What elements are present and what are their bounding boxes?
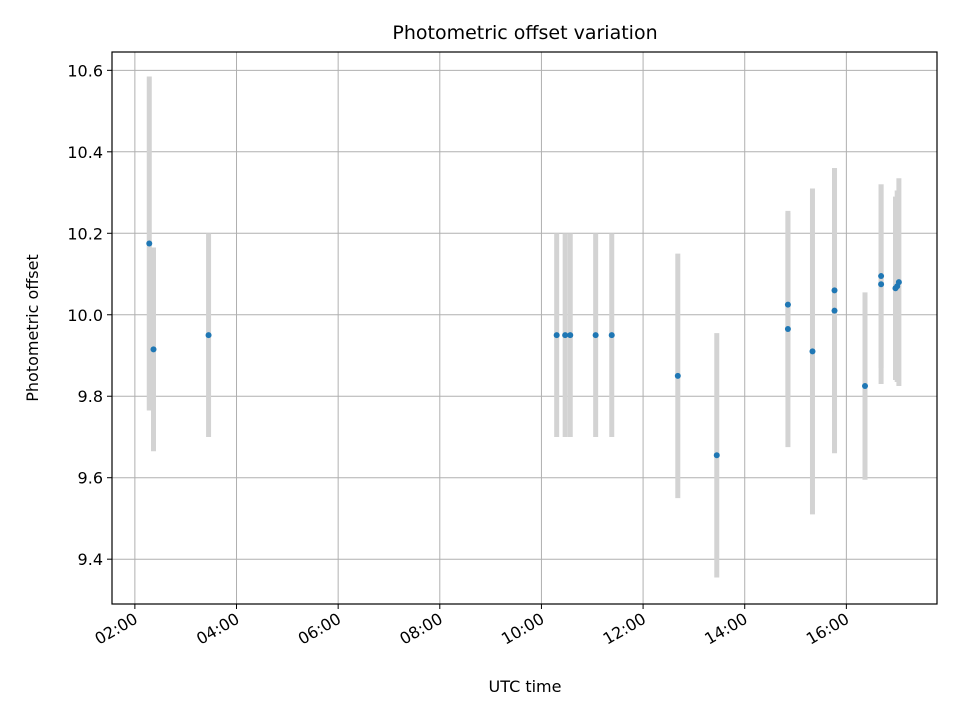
- data-point: [674, 372, 681, 379]
- y-tick-label: 9.4: [78, 550, 103, 569]
- y-axis: 9.4 9.6 9.8 10.0 10.2 10.4 10.6: [67, 61, 112, 569]
- data-point: [878, 281, 885, 288]
- data-point: [809, 348, 816, 355]
- data-point: [713, 452, 720, 459]
- grid: [112, 52, 937, 604]
- data-point: [553, 332, 560, 339]
- y-tick-label: 9.8: [78, 387, 103, 406]
- y-tick-label: 10.4: [67, 143, 103, 162]
- y-axis-title: Photometric offset: [23, 254, 42, 402]
- data-point: [784, 326, 791, 333]
- data-point: [592, 332, 599, 339]
- plot-area-frame: [111, 51, 938, 605]
- chart-title: Photometric offset variation: [392, 22, 657, 44]
- data-points: [146, 240, 902, 459]
- data-point: [831, 287, 838, 294]
- y-tick-label: 9.6: [78, 469, 103, 488]
- data-point: [784, 301, 791, 308]
- data-point: [146, 240, 153, 247]
- data-point: [608, 332, 615, 339]
- data-point: [205, 332, 212, 339]
- x-axis-title: UTC time: [489, 677, 562, 696]
- data-point: [878, 273, 885, 280]
- data-point: [895, 279, 902, 286]
- y-tick-label: 10.2: [67, 224, 103, 243]
- data-point: [150, 346, 157, 353]
- data-point: [831, 307, 838, 314]
- data-point: [862, 383, 869, 390]
- y-tick-label: 10.0: [67, 306, 103, 325]
- y-tick-label: 10.6: [67, 61, 103, 80]
- data-point: [567, 332, 574, 339]
- data-point: [562, 332, 569, 339]
